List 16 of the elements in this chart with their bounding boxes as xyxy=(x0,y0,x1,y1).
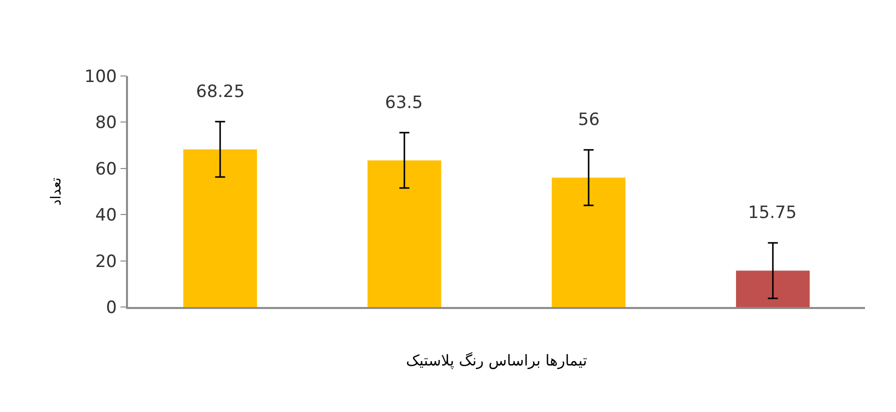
bar xyxy=(183,149,257,307)
bar xyxy=(552,178,626,307)
data-label: 68.25 xyxy=(196,82,245,102)
x-axis-title: تیمارها براساس رنگ پلاستیک xyxy=(406,352,588,370)
bar xyxy=(736,270,810,307)
y-tick-label: 60 xyxy=(95,159,117,180)
y-axis-title: تعداد xyxy=(48,177,64,206)
y-tick-label: 80 xyxy=(95,113,117,134)
data-label: 56 xyxy=(578,110,600,130)
y-tick-label: 0 xyxy=(106,298,117,318)
data-label: 15.75 xyxy=(748,203,797,223)
y-tick-label: 20 xyxy=(95,252,117,272)
y-tick-label: 40 xyxy=(95,206,117,226)
y-tick-label: 100 xyxy=(84,66,117,87)
bar xyxy=(368,160,442,307)
data-label: 63.5 xyxy=(385,93,423,113)
